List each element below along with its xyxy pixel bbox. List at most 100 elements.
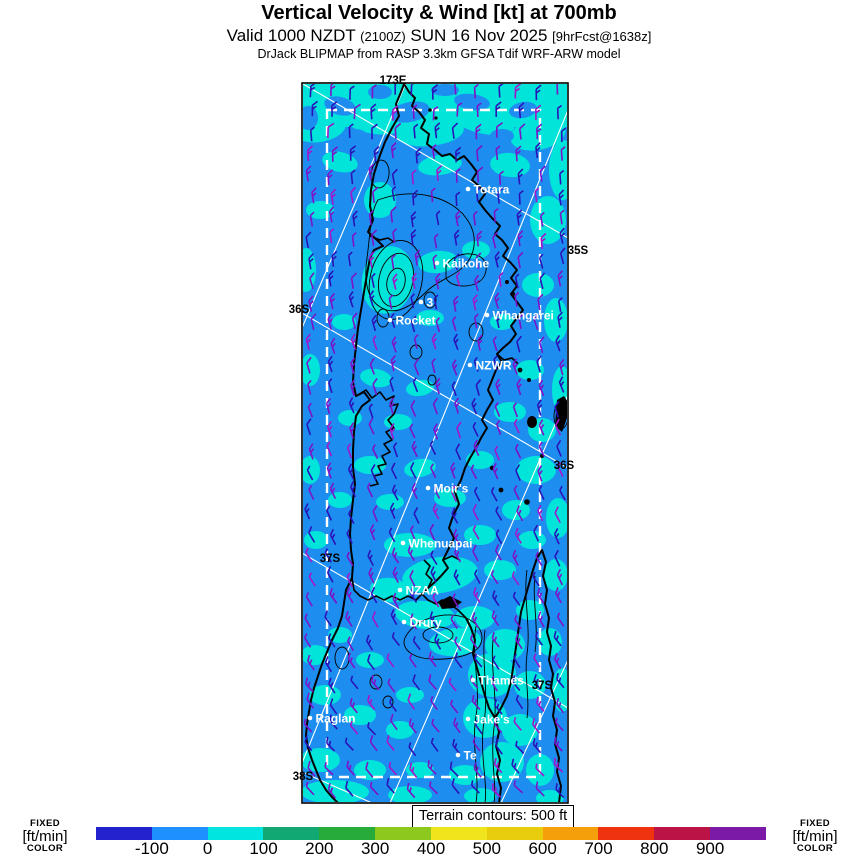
wind-barb	[433, 233, 439, 249]
wind-barb	[557, 311, 563, 328]
wind-barb	[455, 146, 462, 163]
island	[517, 367, 523, 373]
graticule-label: 38S	[293, 771, 314, 783]
site-dot	[465, 716, 471, 722]
site-marker[interactable]: Totara	[465, 183, 510, 197]
wind-barb	[452, 295, 459, 312]
wind-barb	[327, 633, 336, 648]
site-marker[interactable]: Whangarei	[484, 309, 554, 323]
wind-barb	[307, 379, 312, 395]
wind-barb	[372, 505, 378, 522]
colorbar-tick-label: 900	[695, 839, 725, 858]
units-color-label: COLOR	[796, 842, 834, 854]
wind-barb	[350, 333, 357, 351]
wind-barb	[392, 105, 399, 121]
wind-barb	[429, 523, 436, 541]
wind-barb	[495, 311, 502, 329]
wind-barb	[498, 170, 505, 186]
site-marker[interactable]: Thames	[470, 674, 524, 688]
site-marker[interactable]: Te	[455, 749, 477, 763]
site-marker[interactable]: Drury	[401, 616, 442, 630]
wind-barb	[451, 507, 459, 524]
wind-barb	[554, 653, 562, 670]
wind-barb	[475, 123, 482, 140]
wind-barb	[430, 695, 438, 711]
wind-barb	[347, 463, 355, 480]
wind-barb	[516, 335, 522, 353]
island	[434, 116, 438, 120]
wind-barb	[490, 486, 498, 502]
island	[555, 396, 567, 432]
wind-barb	[409, 587, 418, 604]
wind-barb	[394, 84, 400, 95]
colorbar-tick-label: -100	[134, 839, 169, 858]
wind-barb	[410, 293, 416, 309]
wind-barb	[409, 525, 416, 541]
wind-barb	[559, 209, 565, 225]
wind-barb	[560, 127, 567, 143]
wind-barb	[324, 656, 333, 673]
wind-barb	[368, 251, 375, 268]
wind-barb	[494, 401, 501, 417]
wind-barb	[518, 102, 525, 119]
wind-barb	[327, 313, 333, 330]
site-marker[interactable]: NZAA	[397, 584, 439, 598]
wind-barb	[493, 716, 503, 734]
wind-barb	[556, 439, 562, 457]
wind-barb	[353, 103, 362, 120]
wind-barb	[330, 337, 336, 355]
units-ftmin-label: [ft/min]	[22, 827, 68, 845]
forecast-map[interactable]: Totara Kaikohe 3 Rocket Whangarei NZWR Moir's W…	[280, 70, 590, 815]
wind-barb	[410, 229, 417, 246]
wind-barb	[369, 357, 376, 375]
wind-barb	[450, 614, 458, 629]
valid-prefix: Valid 1000 NZDT	[226, 26, 361, 45]
site-marker[interactable]: Raglan	[307, 712, 356, 726]
wind-barb	[346, 443, 353, 459]
wind-barb	[455, 443, 462, 461]
wind-barb	[369, 735, 378, 752]
wind-barb	[540, 232, 547, 249]
site-marker[interactable]: Jake's	[465, 713, 510, 727]
wind-barb	[345, 611, 353, 627]
wind-barb	[514, 291, 520, 307]
wind-barb	[367, 722, 377, 736]
island	[438, 596, 462, 609]
wind-barb	[431, 144, 437, 159]
units-fixed-label: FIXED	[800, 818, 830, 829]
model-line: DrJack BLIPMAP from RASP 3.3km GFSA Tdif…	[257, 47, 621, 61]
wind-barb	[329, 228, 335, 244]
site-marker[interactable]: Kaikohe	[434, 257, 490, 271]
wind-barb	[392, 228, 398, 244]
coastline-harbour	[442, 555, 461, 561]
wind-barb	[410, 315, 417, 333]
wind-barb	[309, 126, 315, 142]
wind-barb	[410, 211, 417, 228]
wind-barb	[391, 484, 399, 501]
site-marker[interactable]: Rocket	[387, 314, 436, 328]
wind-barb	[449, 761, 459, 777]
site-marker[interactable]: NZWR	[467, 359, 512, 373]
site-marker[interactable]: Moir's	[425, 482, 469, 496]
wind-barb	[476, 166, 484, 183]
site-marker[interactable]: 3	[418, 296, 434, 310]
wind-barb	[346, 572, 353, 588]
wind-barb	[471, 398, 478, 415]
wind-barb	[368, 403, 374, 419]
wind-barb	[370, 103, 377, 120]
wind-barb	[492, 590, 500, 607]
terrain-contour	[474, 625, 478, 802]
colorbar-tick-label: 600	[528, 839, 557, 858]
wind-barb	[554, 418, 562, 436]
wind-barb	[539, 165, 546, 182]
wind-barb	[311, 100, 318, 117]
wind-barb	[477, 334, 483, 351]
site-marker[interactable]: Whenuapai	[400, 537, 473, 551]
wind-barb	[367, 694, 376, 711]
wind-barb	[430, 187, 436, 203]
wind-barb	[433, 484, 441, 499]
wind-barb	[538, 419, 545, 436]
terrain-contour	[403, 614, 483, 660]
site-dot	[470, 677, 476, 683]
wind-barb	[410, 84, 418, 96]
